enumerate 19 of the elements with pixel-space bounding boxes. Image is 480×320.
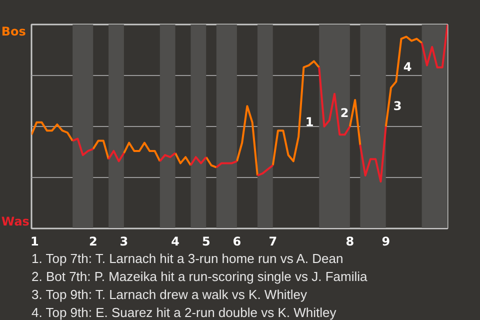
annotation: 1 — [305, 115, 314, 129]
text: Bos — [1, 24, 26, 38]
x-tick-label: 8 — [346, 234, 354, 248]
x-tick-label: 3 — [120, 234, 128, 248]
x-tick-label: 4 — [171, 234, 180, 248]
annotation: 3 — [393, 99, 402, 113]
annotation: 2 — [340, 106, 349, 120]
text: 3. Top 9th: T. Larnach drew a walk vs K. Whitley — [32, 287, 308, 302]
x-tick-label: 9 — [382, 234, 390, 248]
text: 2. Bot 7th: P. Mazeika hit a run-scoring single vs J. Familia — [32, 269, 368, 284]
text: Was — [1, 214, 30, 228]
x-tick-label: 2 — [88, 234, 98, 248]
x-tick-label: 6 — [232, 234, 242, 248]
x-tick-label: 1 — [30, 234, 39, 248]
text: 1. Top 7th: T. Larnach hit a 3-run home run vs A. Dean — [32, 251, 344, 266]
annotation: 4 — [403, 60, 412, 74]
x-tick-label: 5 — [202, 234, 210, 248]
text: 4. Top 9th: E. Suarez hit a 2-run double vs K. Whitley — [32, 305, 337, 320]
x-tick-label: 7 — [268, 234, 278, 248]
